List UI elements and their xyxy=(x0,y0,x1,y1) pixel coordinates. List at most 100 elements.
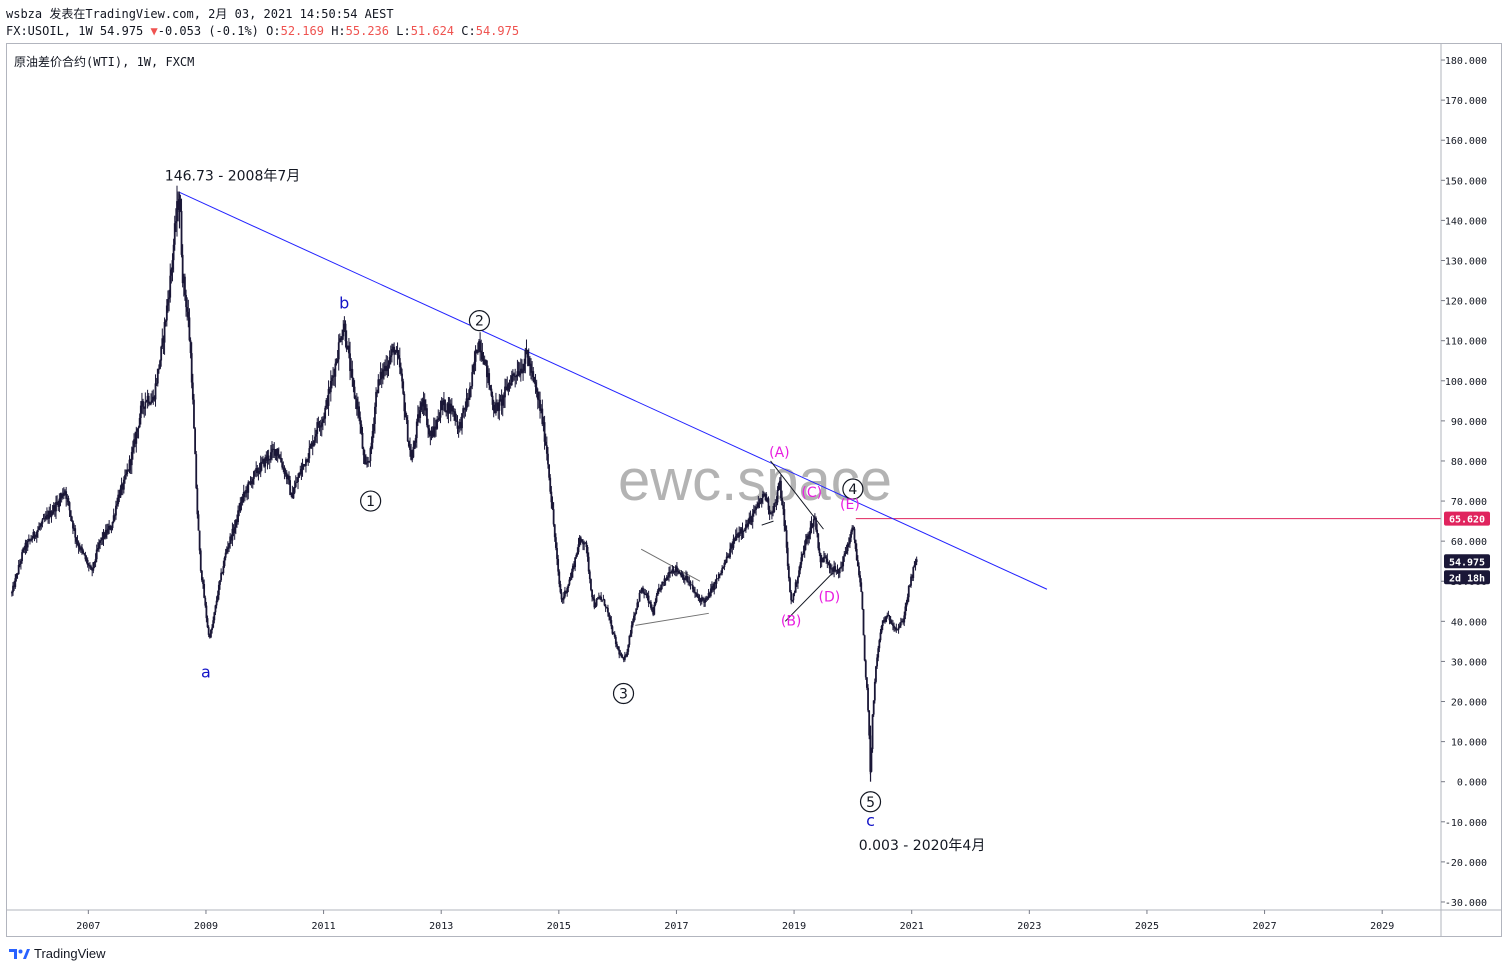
candle-body xyxy=(673,571,676,573)
candle-body xyxy=(189,340,192,354)
candle-body xyxy=(75,537,78,542)
candle-body xyxy=(895,627,898,630)
candle-body xyxy=(514,375,517,377)
candle-body xyxy=(544,441,547,446)
candle-body xyxy=(222,566,225,574)
candle-body xyxy=(907,586,910,598)
y-tick-label: 160.000 xyxy=(1445,136,1487,147)
candle-body xyxy=(291,492,294,499)
candle-body xyxy=(221,572,224,574)
candle-body xyxy=(758,502,761,504)
candle-body xyxy=(554,537,557,548)
candle-body xyxy=(150,402,152,405)
candle-body xyxy=(345,341,348,350)
chart-frame[interactable] xyxy=(6,43,1502,937)
candle-body xyxy=(637,601,640,603)
candle-body xyxy=(104,529,107,538)
candle-body xyxy=(340,338,342,340)
candle-body xyxy=(66,498,69,499)
candle-body xyxy=(246,489,249,493)
candle-body xyxy=(681,574,684,578)
candle-body xyxy=(257,471,260,474)
candle-body xyxy=(560,592,563,600)
candle-body xyxy=(668,571,670,577)
candle-body xyxy=(607,607,609,613)
candle-body xyxy=(881,620,884,626)
candle-body xyxy=(445,411,448,413)
candle-body xyxy=(556,547,558,559)
candle-body xyxy=(473,361,476,366)
footer-brand[interactable]: TradingView xyxy=(8,946,106,961)
candle-body xyxy=(807,535,809,539)
x-tick-label: 2027 xyxy=(1253,921,1277,932)
candle-body xyxy=(559,584,562,593)
candle-body xyxy=(672,569,675,572)
high-value: 55.236 xyxy=(345,24,389,38)
candle-body xyxy=(531,371,534,373)
candle-body xyxy=(242,492,245,498)
candle-body xyxy=(134,439,137,444)
wave-letter-label: a xyxy=(201,662,211,681)
candle-body xyxy=(363,455,366,464)
candle-body xyxy=(124,475,126,480)
candle-body xyxy=(573,565,575,568)
candle-body xyxy=(454,411,457,421)
candle-body xyxy=(299,473,302,475)
candle-body xyxy=(327,388,330,406)
candle-body xyxy=(725,556,728,563)
candle-body xyxy=(685,575,687,580)
candle-body xyxy=(739,532,742,534)
candle-body xyxy=(414,438,417,443)
candle-body xyxy=(581,539,583,542)
candle-body xyxy=(193,399,195,429)
candle-body xyxy=(318,425,321,427)
candle-body xyxy=(136,428,139,432)
candle-body xyxy=(579,537,582,540)
candle-body xyxy=(385,365,388,372)
candle-body xyxy=(703,599,705,603)
candle-body xyxy=(594,605,597,608)
candle-body xyxy=(533,376,536,383)
candle-body xyxy=(53,505,56,512)
candle-body xyxy=(876,657,878,667)
candle-body xyxy=(755,506,757,510)
candle-body xyxy=(277,455,280,458)
candle-body xyxy=(366,462,368,464)
publish-info: wsbza 发表在TradingView.com, 2月 03, 2021 14… xyxy=(6,7,394,21)
candle-body xyxy=(497,402,500,411)
candle-body xyxy=(602,599,605,601)
candle-body xyxy=(207,627,210,635)
candle-body xyxy=(289,480,292,495)
candle-body xyxy=(117,494,120,505)
candle-body xyxy=(838,567,841,574)
candle-body xyxy=(223,557,226,567)
candle-body xyxy=(683,579,686,581)
candle-body xyxy=(825,556,828,559)
candle-body xyxy=(119,488,122,498)
candle-body xyxy=(389,355,392,358)
candle-body xyxy=(187,311,190,318)
candle-body xyxy=(372,423,375,431)
wave-circle-label: 4 xyxy=(848,482,857,498)
candle-body xyxy=(196,488,199,515)
candle-body xyxy=(33,532,36,537)
candle-body xyxy=(70,516,73,522)
candle-body xyxy=(453,411,455,412)
candle-body xyxy=(506,386,509,391)
tradingview-logo-icon xyxy=(9,948,30,959)
candle-body xyxy=(369,448,372,462)
candle-body xyxy=(732,538,735,548)
candle-body xyxy=(625,655,627,657)
candle-body xyxy=(310,442,313,447)
candle-body xyxy=(539,399,541,411)
y-tick-label: 80.000 xyxy=(1451,457,1487,468)
candle-body xyxy=(303,464,306,466)
candle-body xyxy=(376,391,379,394)
candle-body xyxy=(213,612,216,621)
candle-body xyxy=(689,581,692,585)
candle-body xyxy=(41,519,44,524)
candle-body xyxy=(800,557,803,565)
candle-body xyxy=(793,592,796,594)
candle-body xyxy=(866,677,868,688)
